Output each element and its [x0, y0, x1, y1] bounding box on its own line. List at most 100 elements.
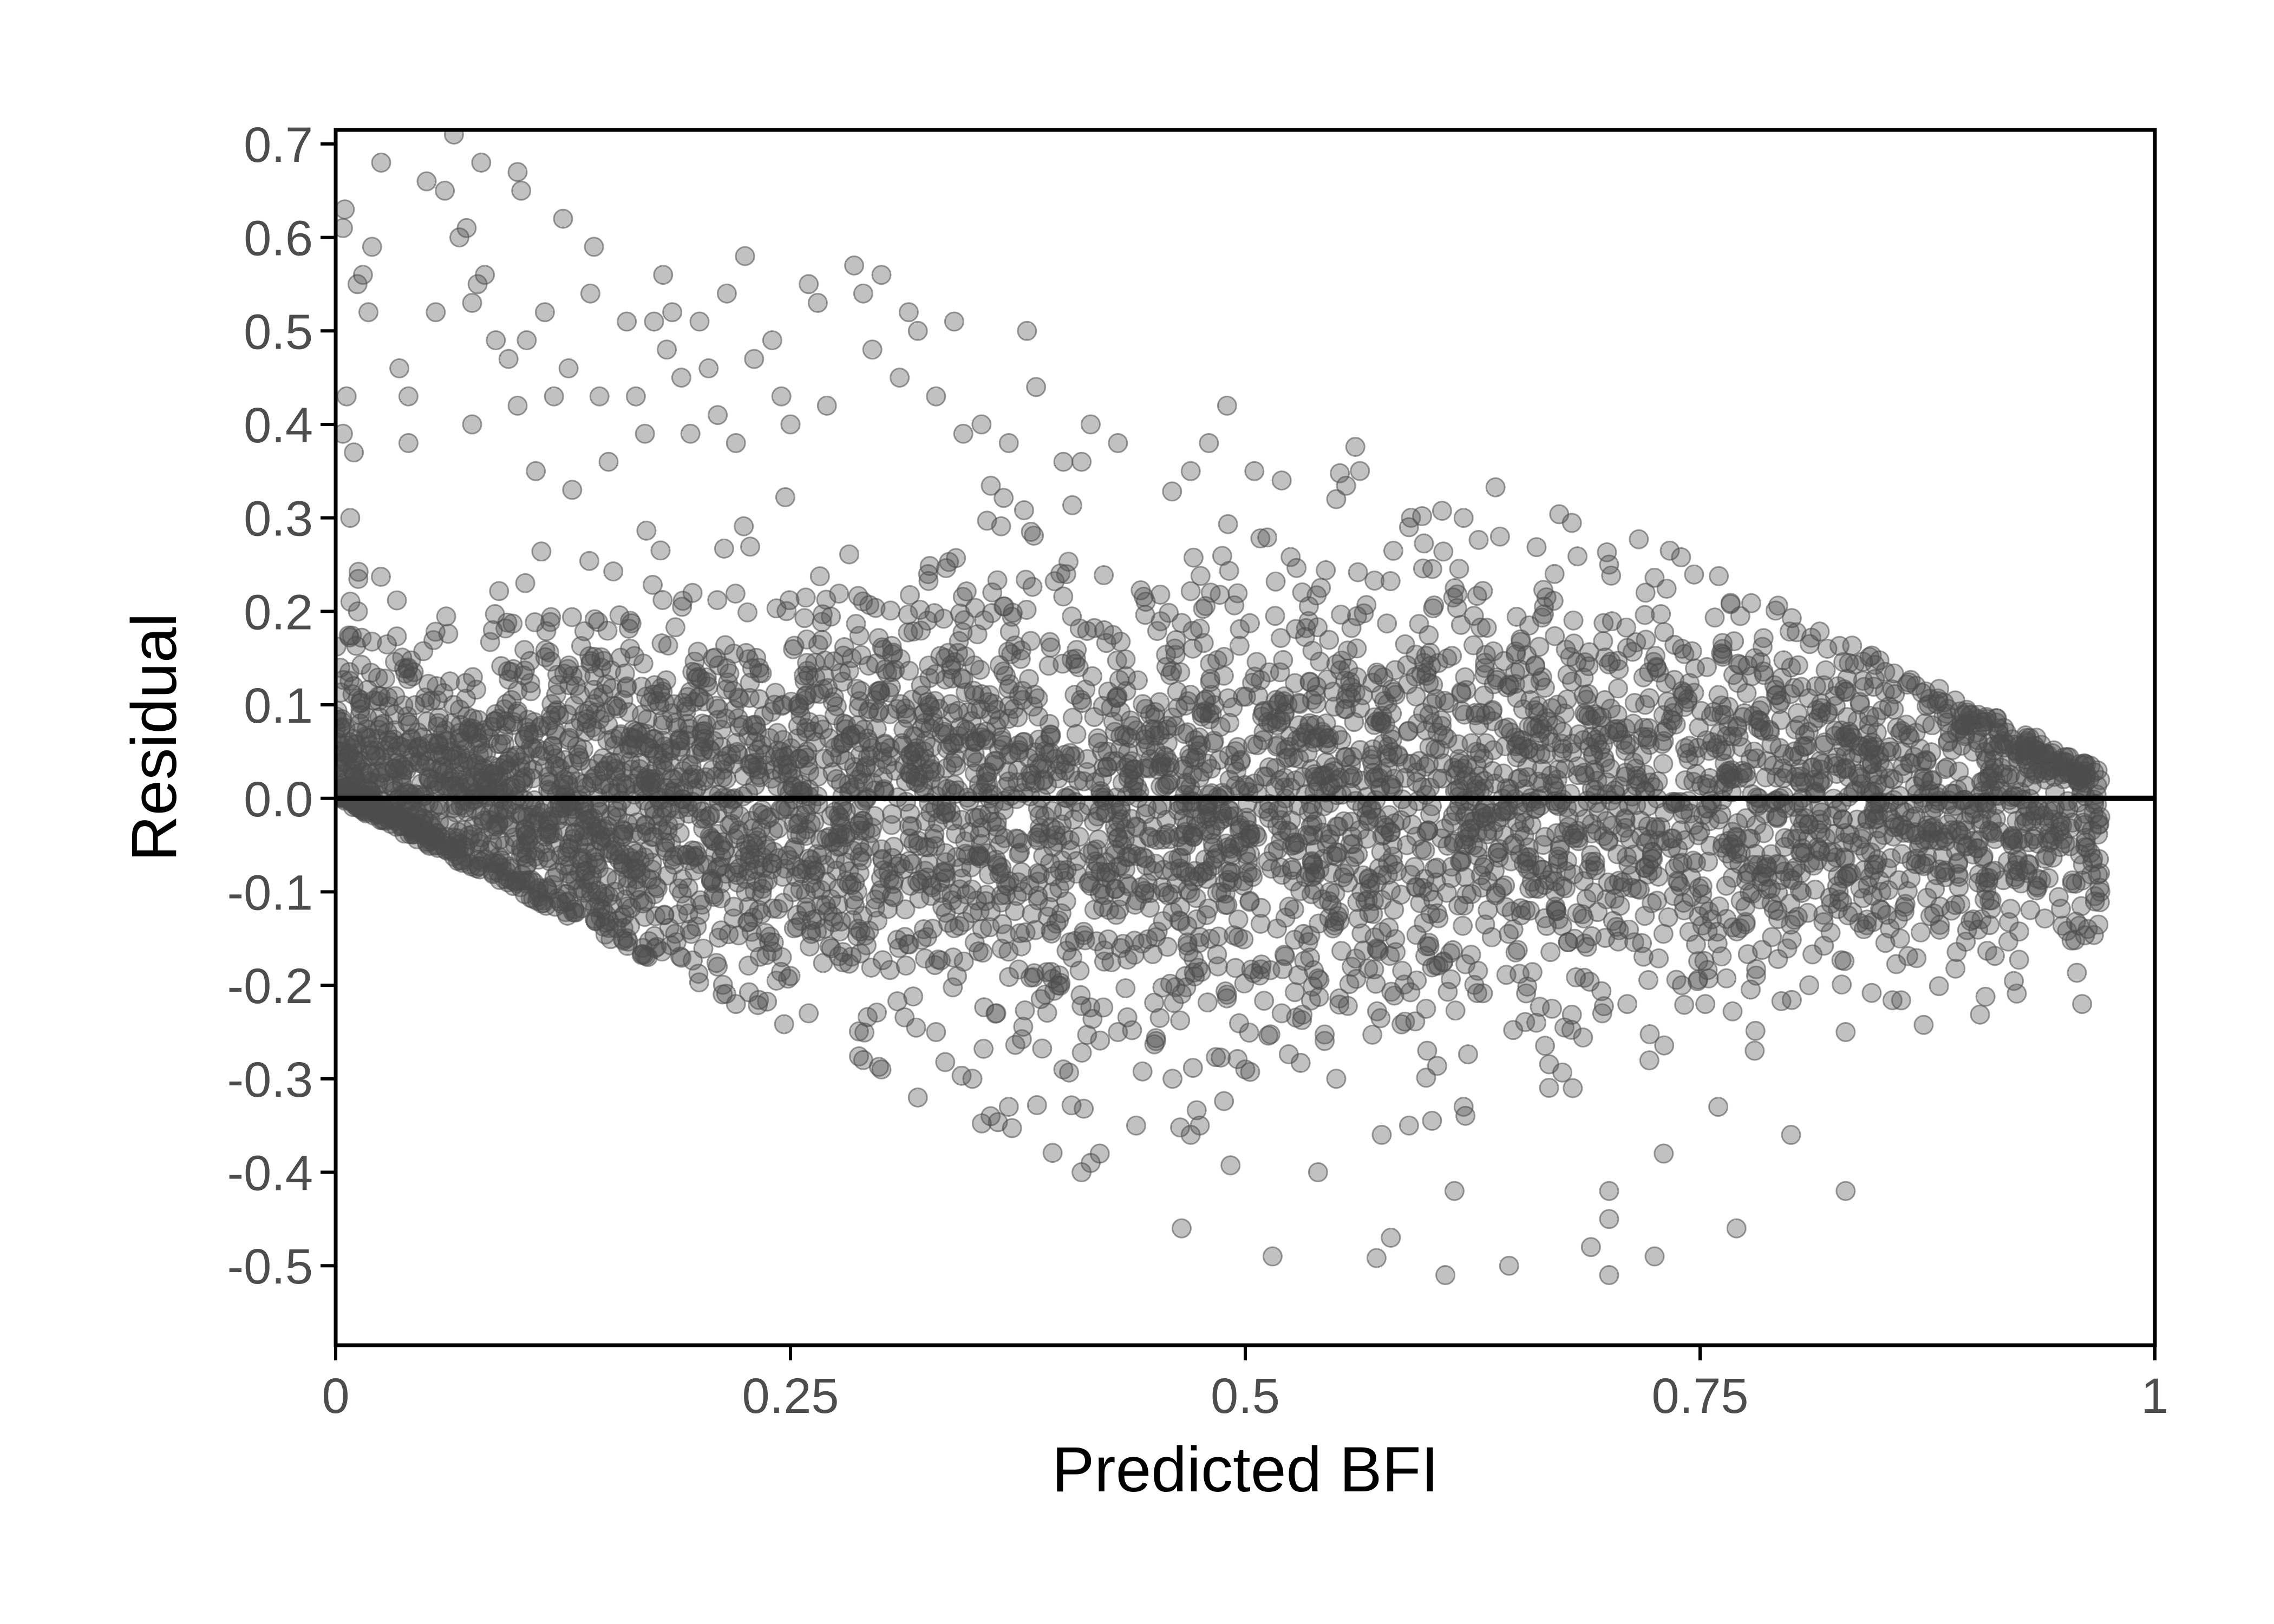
data-point — [1278, 1044, 1299, 1065]
data-point — [1900, 868, 1921, 889]
data-point — [1913, 1014, 1934, 1035]
data-point — [1219, 561, 1239, 581]
data-point — [654, 905, 675, 925]
data-point — [966, 752, 987, 772]
data-point — [712, 751, 733, 771]
data-point — [1273, 650, 1293, 670]
data-point — [799, 1003, 819, 1024]
data-point — [1563, 610, 1584, 631]
data-point — [1037, 775, 1057, 795]
data-point — [1190, 618, 1210, 639]
data-point — [1835, 1022, 1856, 1042]
data-point — [507, 162, 528, 182]
data-point — [546, 684, 566, 705]
data-point — [1610, 895, 1630, 916]
data-point — [1383, 778, 1403, 799]
data-point — [588, 612, 609, 632]
data-point — [1709, 566, 1729, 586]
data-point — [926, 1022, 946, 1042]
data-point — [860, 823, 881, 843]
data-point — [774, 746, 795, 767]
data-point — [1773, 650, 1794, 671]
data-point — [1321, 862, 1342, 883]
data-point — [2084, 891, 2105, 912]
data-point — [1414, 533, 1434, 554]
data-point — [928, 949, 949, 970]
data-point — [1383, 540, 1403, 561]
data-point — [1014, 500, 1034, 521]
data-point — [1968, 838, 1988, 859]
data-point — [880, 960, 900, 980]
data-point — [520, 651, 540, 671]
data-point — [2042, 743, 2063, 763]
data-point — [1366, 1248, 1387, 1268]
data-point — [812, 612, 832, 632]
data-point — [1573, 684, 1594, 705]
data-point — [1416, 721, 1436, 741]
data-point — [1308, 1162, 1328, 1182]
data-point — [636, 768, 656, 788]
data-point — [1644, 1246, 1665, 1267]
data-point — [849, 625, 870, 646]
data-point — [1228, 909, 1249, 930]
data-point — [371, 152, 391, 173]
data-point — [780, 850, 801, 870]
data-point — [1133, 847, 1153, 867]
data-point — [1885, 684, 1905, 704]
data-point — [671, 368, 691, 388]
data-point — [956, 581, 977, 601]
data-point — [1882, 990, 1903, 1011]
data-point — [737, 602, 758, 623]
data-point — [971, 414, 992, 435]
data-point — [456, 218, 477, 238]
data-point — [1450, 614, 1471, 635]
data-point — [515, 573, 535, 593]
data-point — [340, 592, 361, 612]
data-point — [1062, 495, 1082, 515]
data-point — [1474, 685, 1494, 706]
data-point — [541, 651, 561, 672]
data-point — [716, 984, 736, 1004]
data-point — [1258, 851, 1278, 872]
data-point — [1206, 1047, 1226, 1068]
data-point — [1753, 628, 1774, 649]
data-point — [1117, 1007, 1138, 1027]
data-point — [1728, 813, 1748, 833]
data-point — [1022, 577, 1043, 597]
data-point — [1260, 960, 1280, 980]
data-point — [1741, 593, 1761, 613]
data-point — [1158, 773, 1179, 794]
data-point — [1929, 679, 1950, 699]
data-point — [794, 744, 815, 765]
data-point — [862, 339, 883, 360]
data-point — [1865, 669, 1885, 689]
data-point — [1970, 1004, 1990, 1025]
data-point — [1055, 870, 1075, 891]
data-point — [1581, 845, 1601, 865]
data-point — [633, 653, 654, 674]
data-point — [1396, 835, 1417, 855]
data-point — [1726, 1218, 1747, 1239]
data-point — [1077, 1025, 1097, 1045]
data-point — [1435, 1265, 1456, 1285]
data-point — [617, 311, 637, 332]
data-point — [973, 1038, 994, 1059]
data-point — [796, 897, 816, 918]
data-point — [1714, 754, 1735, 774]
data-point — [1546, 715, 1566, 735]
data-point — [600, 929, 621, 949]
data-point — [807, 293, 828, 313]
data-point — [762, 330, 782, 351]
data-point — [896, 955, 916, 976]
data-point — [1544, 564, 1565, 584]
data-point — [913, 919, 934, 939]
data-point — [1743, 705, 1763, 726]
data-point — [1207, 944, 1227, 965]
data-point — [1315, 1031, 1335, 1051]
data-point — [1262, 1246, 1283, 1267]
data-point — [1227, 583, 1248, 604]
data-point — [1703, 702, 1724, 722]
data-point — [1195, 849, 1216, 870]
data-point — [1071, 1162, 1092, 1182]
